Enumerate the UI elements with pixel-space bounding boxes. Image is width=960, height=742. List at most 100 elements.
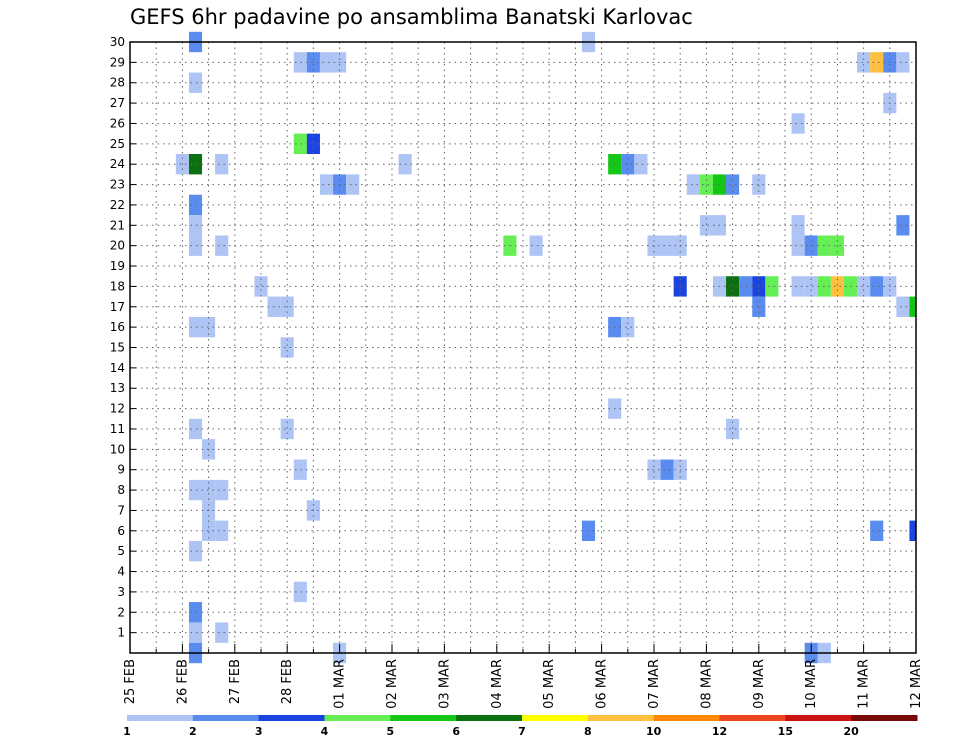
precip-cell <box>319 174 334 195</box>
precip-cell <box>188 540 203 562</box>
y-tick-label: 22 <box>110 198 125 212</box>
y-tick-label: 26 <box>110 116 125 130</box>
precip-cell <box>726 174 740 195</box>
colorbar-swatch <box>587 715 655 721</box>
precip-cell <box>870 52 884 73</box>
precip-cell <box>293 52 307 73</box>
precip-cell <box>188 194 203 216</box>
colorbar-swatch <box>719 715 786 721</box>
colorbar-label: 3 <box>255 725 263 738</box>
precip-cell <box>215 520 229 541</box>
precip-cell <box>699 174 713 195</box>
precip-cell <box>188 479 203 501</box>
precip-cell <box>726 276 740 297</box>
precip-cell <box>909 296 916 317</box>
precip-cell <box>188 154 203 175</box>
precip-cell <box>581 520 596 541</box>
grid-lines <box>130 42 916 653</box>
y-tick-label: 10 <box>110 442 125 456</box>
y-tick-label: 8 <box>117 483 125 497</box>
precip-cell <box>896 296 910 317</box>
precip-cell <box>660 235 674 256</box>
precip-cell <box>293 459 307 480</box>
precip-cell <box>752 276 766 297</box>
precip-cell <box>254 276 268 297</box>
y-tick-label: 15 <box>110 341 125 355</box>
y-tick-label: 24 <box>110 157 125 171</box>
precip-cell <box>319 52 334 73</box>
precip-cell <box>909 520 916 541</box>
precip-cell <box>765 276 779 297</box>
colorbar-label: 1 <box>123 725 131 738</box>
y-tick-label: 16 <box>110 320 125 334</box>
precip-cell <box>188 602 203 623</box>
colorbar-swatch <box>851 715 918 721</box>
colorbar-label: 6 <box>452 725 460 738</box>
y-tick-label: 17 <box>110 300 125 314</box>
x-tick-label: 01 MAR <box>333 659 348 709</box>
colorbar-swatch <box>127 715 194 721</box>
x-tick-label: 28 FEB <box>280 659 295 704</box>
precip-cell <box>215 154 229 175</box>
y-tick-label: 13 <box>110 381 125 395</box>
precip-cell <box>791 113 805 134</box>
x-tick-label: 09 MAR <box>752 659 767 709</box>
precip-cell <box>791 235 805 256</box>
precip-cell <box>293 581 307 603</box>
colorbar-label: 12 <box>712 725 727 738</box>
y-tick-label: 11 <box>110 422 125 436</box>
y-axis: 1234567891011121314151617181920212223242… <box>110 35 136 640</box>
precip-cell <box>293 133 307 155</box>
precip-cell <box>306 133 320 155</box>
colorbar-swatch <box>456 715 523 721</box>
precip-cell <box>857 276 871 297</box>
y-tick-label: 21 <box>110 218 125 232</box>
precip-cell <box>857 52 871 73</box>
colorbar-label: 4 <box>321 725 329 738</box>
precip-cell <box>215 235 229 256</box>
y-tick-label: 6 <box>117 524 125 538</box>
precip-cell <box>870 276 884 297</box>
y-tick-label: 3 <box>117 585 125 599</box>
precip-cell <box>896 215 910 236</box>
precip-cell <box>202 520 216 541</box>
y-tick-label: 20 <box>110 239 125 253</box>
colorbar-swatch <box>390 715 457 721</box>
y-tick-label: 30 <box>110 35 125 49</box>
precip-cell <box>870 520 884 541</box>
y-tick-label: 18 <box>110 279 125 293</box>
y-tick-label: 29 <box>110 55 125 69</box>
colorbar-label: 10 <box>646 725 662 738</box>
colorbar-swatch <box>785 715 852 721</box>
colorbar-swatch <box>522 715 589 721</box>
precip-cell <box>188 418 203 440</box>
precip-cell <box>726 418 740 440</box>
x-tick-label: 03 MAR <box>437 659 452 709</box>
x-tick-label: 27 FEB <box>228 659 243 704</box>
colorbar-label: 5 <box>387 725 395 738</box>
x-tick-label: 07 MAR <box>647 659 662 709</box>
y-tick-label: 5 <box>117 544 125 558</box>
x-tick-label: 06 MAR <box>595 659 610 709</box>
precip-cell <box>280 337 294 358</box>
x-tick-label: 04 MAR <box>490 659 505 709</box>
precip-cell <box>202 316 216 338</box>
colorbar-swatch <box>258 715 325 721</box>
precip-cell <box>280 418 294 440</box>
x-tick-label: 08 MAR <box>699 659 714 709</box>
y-tick-label: 25 <box>110 137 125 151</box>
y-tick-label: 23 <box>110 178 125 192</box>
precip-cell <box>188 72 203 93</box>
colorbar-label: 20 <box>844 725 860 738</box>
colorbar-swatch <box>192 715 260 721</box>
colorbar-swatch <box>653 715 720 721</box>
x-tick-label: 12 MAR <box>909 659 924 709</box>
colorbar: 1 2 3 4 5 6 7 8 10 12 15 20 <box>123 715 918 738</box>
precip-cell <box>188 622 203 643</box>
x-axis: 25 FEB 26 FEB 27 FEB 28 FEB 01 MAR 02 MAR 03 M… <box>123 644 924 709</box>
precip-cell <box>202 479 216 501</box>
data-cells <box>175 31 916 664</box>
precip-cell <box>791 276 805 297</box>
y-tick-label: 14 <box>110 361 125 375</box>
y-tick-label: 9 <box>117 463 125 477</box>
